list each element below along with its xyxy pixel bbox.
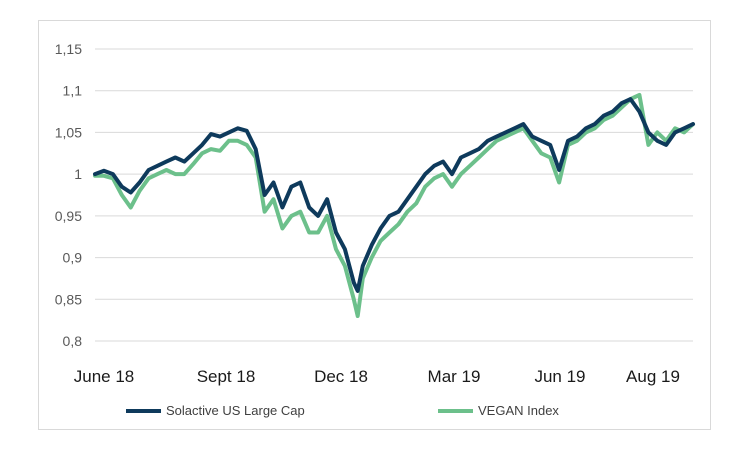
y-tick-label: 1,05: [55, 124, 82, 140]
y-tick-label: 1,1: [63, 83, 83, 99]
chart-frame: [38, 20, 711, 430]
legend-label-solactive: Solactive US Large Cap: [166, 403, 305, 418]
y-tick-label: 1,15: [55, 41, 82, 57]
y-tick-label: 1: [74, 166, 82, 182]
y-tick-label: 0,95: [55, 208, 82, 224]
legend-label-vegan: VEGAN Index: [478, 403, 559, 418]
y-axis-ticks: 0,8 0,85 0,9 0,95 1 1,05 1,1 1,15: [55, 41, 82, 349]
gridlines: [95, 48, 693, 300]
y-tick-label: 0,85: [55, 291, 82, 307]
x-tick-label: Sept 18: [197, 367, 256, 386]
x-tick-label: Jun 19: [534, 367, 585, 386]
series-line-solactive: [93, 97, 695, 293]
x-axis-ticks: June 18 Sept 18 Dec 18 Mar 19 Jun 19 Aug 19: [74, 367, 680, 386]
x-tick-label: June 18: [74, 367, 135, 386]
legend: Solactive US Large Cap VEGAN Index: [126, 403, 559, 418]
y-tick-label: 0,9: [63, 250, 83, 266]
x-tick-label: Dec 18: [314, 367, 368, 386]
series-line-vegan: [93, 92, 695, 318]
x-tick-label: Aug 19: [626, 367, 680, 386]
series-lines: [93, 92, 695, 318]
x-tick-label: Mar 19: [428, 367, 481, 386]
y-tick-label: 0,8: [63, 333, 83, 349]
